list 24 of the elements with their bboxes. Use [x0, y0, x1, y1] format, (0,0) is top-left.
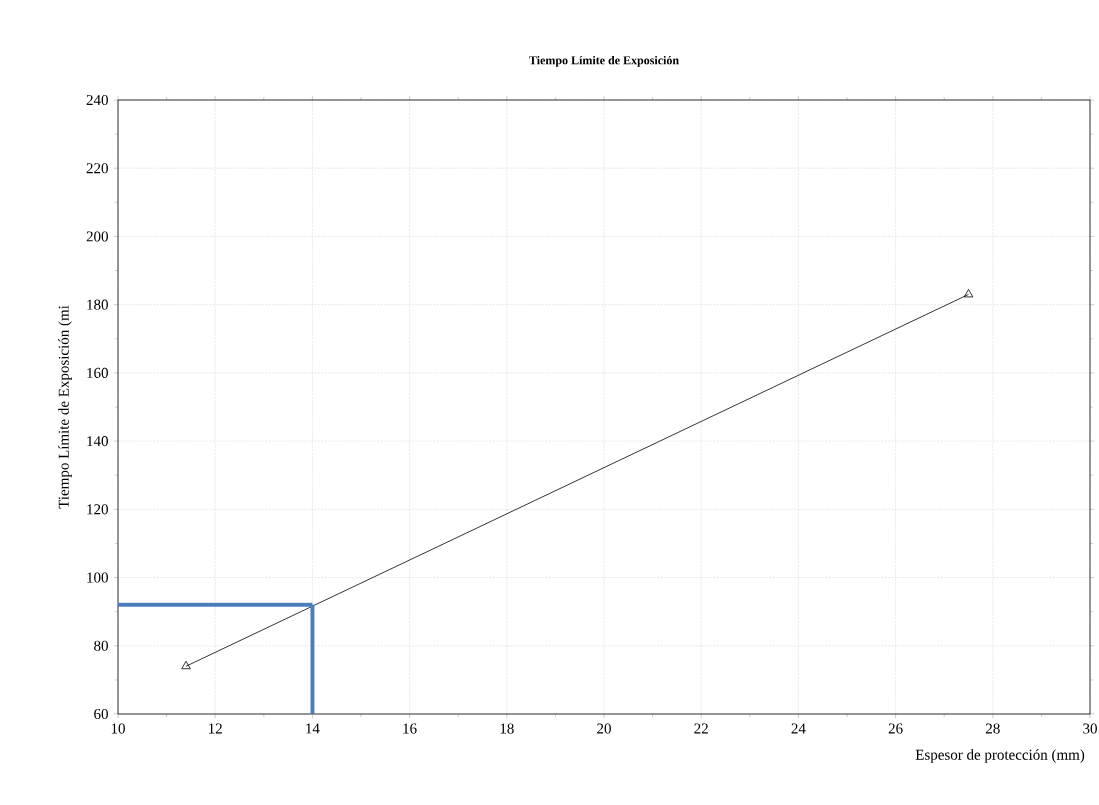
y-tick-label: 120	[87, 504, 108, 515]
chart-title: Tiempo Límite de Exposición	[529, 55, 679, 67]
y-tick-label: 240	[86, 94, 108, 106]
x-tick-label: 12	[209, 723, 222, 734]
x-tick-label: 26	[888, 723, 903, 734]
y-tick-label: 80	[94, 640, 108, 651]
y-tick-label: 100	[87, 572, 108, 583]
x-tick-label: 24	[791, 723, 806, 734]
x-tick-label: 14	[306, 723, 320, 734]
x-tick-label: 22	[694, 723, 708, 734]
y-tick-label: 200	[86, 231, 108, 242]
y-tick-label: 160	[87, 367, 108, 378]
y-tick-label: 140	[87, 436, 108, 447]
x-tick-label: 16	[403, 723, 417, 734]
y-axis-title: Tiempo Límite de Exposición (mi	[58, 305, 72, 509]
x-tick-label: 18	[500, 723, 514, 734]
y-tick-label: 60	[94, 708, 108, 720]
x-tick-label: 10	[111, 723, 125, 734]
x-tick-label: 30	[1083, 723, 1097, 734]
x-tick-label: 28	[985, 723, 1000, 734]
x-axis-title: Espesor de protección (mm)	[915, 749, 1085, 763]
x-tick-label: 20	[597, 723, 611, 734]
y-tick-label: 180	[87, 299, 108, 310]
y-tick-label: 220	[86, 163, 108, 174]
